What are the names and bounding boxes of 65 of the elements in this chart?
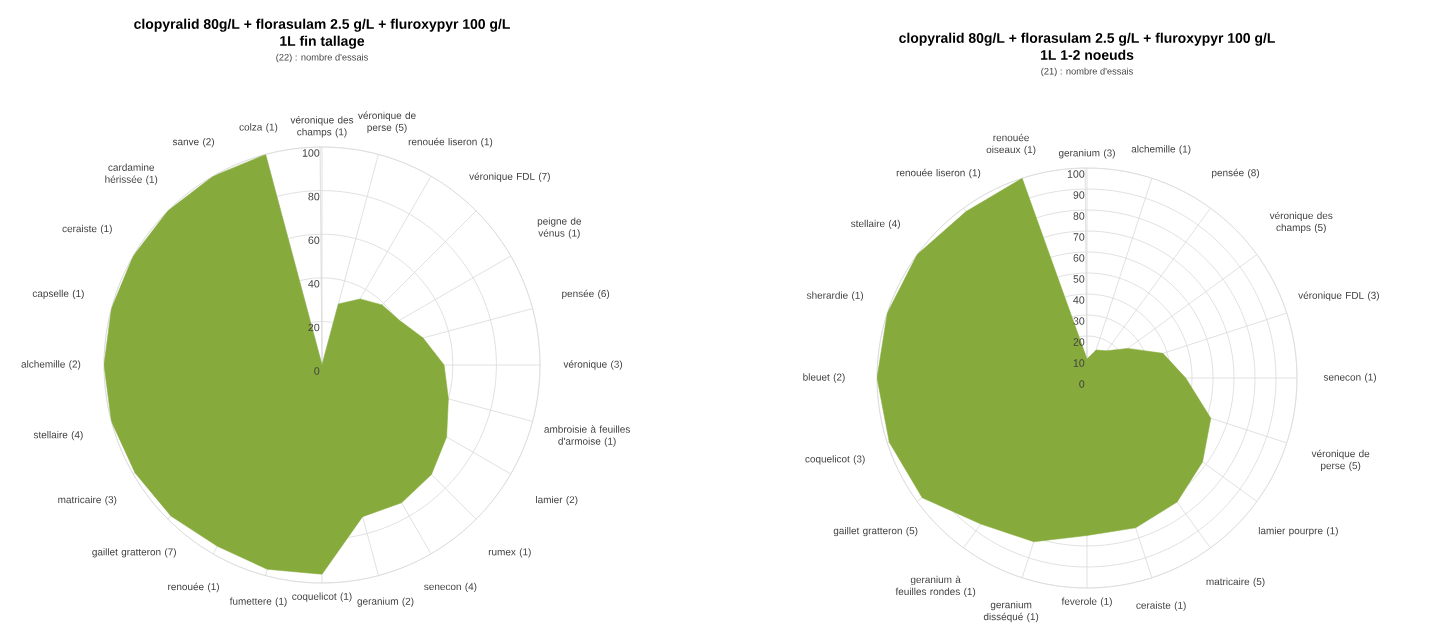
spoke-label: senecon (1) — [1323, 373, 1376, 383]
spoke-label: ambroisie à feuilles d'armoise (1) — [544, 425, 630, 447]
spoke-label: stellaire (4) — [33, 431, 83, 441]
y-tick-label: 40 — [308, 280, 320, 288]
chart-title: clopyralid 80g/L + florasulam 2.5 g/L + fluroxypyr 100 g/L — [134, 18, 510, 32]
spoke-label: alchemille (1) — [1131, 145, 1191, 155]
spoke-label: pensée (8) — [1212, 168, 1260, 179]
y-tick-label: 40 — [1073, 296, 1085, 304]
y-tick-label: 0 — [314, 367, 320, 375]
spoke-label: coquelicot (3) — [805, 455, 865, 465]
text: (22) : nombre d'essais — [276, 53, 368, 63]
spoke-label: véronique (3) — [563, 360, 623, 370]
spoke-label: cardamine hérissée (1) — [105, 163, 158, 185]
y-tick-label: 80 — [308, 192, 320, 201]
y-tick-label: 80 — [1073, 212, 1085, 220]
spoke-label: lamier pourpre (1) — [1258, 526, 1338, 537]
spoke-label: véronique FDL (7) — [469, 172, 550, 182]
spoke-label: peigne de vénus (1) — [537, 217, 582, 239]
spoke-label: capselle (1) — [32, 289, 84, 299]
spoke-label: fumettere (1) — [229, 597, 287, 607]
y-tick-label: 90 — [1073, 191, 1085, 199]
y-tick-label: 100 — [1067, 170, 1085, 178]
y-tick-label: 0 — [1079, 380, 1085, 388]
spoke-label: renouée oiseaux (1) — [986, 133, 1036, 156]
spoke-label: coquelicot (1) — [292, 592, 352, 602]
spoke-label: matricaire (5) — [1206, 577, 1265, 588]
spoke-label: gaillet gratteron (5) — [833, 526, 918, 537]
y-tick-label: 30 — [1073, 317, 1085, 325]
y-tick-label: 70 — [1073, 233, 1085, 241]
spoke-label: geranium (3) — [1058, 149, 1115, 159]
spoke-label: geranium disséqué (1) — [983, 600, 1039, 623]
spoke-label: lamier (2) — [536, 495, 578, 506]
y-tick-label: 100 — [302, 149, 320, 157]
spoke-label: renouée liseron (1) — [896, 168, 981, 179]
spoke-label: matricaire (3) — [58, 495, 117, 506]
spoke-label: ceraiste (1) — [1136, 601, 1186, 611]
y-tick-label: 10 — [1073, 359, 1085, 367]
spoke-label: rumex (1) — [488, 548, 531, 558]
text: (21) : nombre d'essais — [1041, 67, 1133, 77]
y-tick-label: 50 — [1073, 275, 1085, 283]
spoke-label: geranium (2) — [357, 597, 414, 607]
spoke-label: ceraiste (1) — [62, 224, 112, 235]
spoke-label: pensée (6) — [562, 289, 610, 300]
spoke-label: sherardie (1) — [806, 291, 864, 301]
spoke-label: renouée liseron (1) — [408, 137, 493, 148]
spoke-label: renouée (1) — [168, 582, 219, 593]
spoke-label: colza (1) — [239, 123, 278, 133]
y-tick-label: 60 — [1073, 254, 1085, 262]
spoke-label: alchemille (2) — [21, 360, 81, 370]
spoke-label: gaillet gratteron (7) — [92, 548, 176, 558]
y-tick-label: 60 — [308, 236, 320, 244]
spoke-label: geranium à feuilles rondes (1) — [895, 575, 976, 598]
chart-subtitle: 1L 1-2 noeuds — [1041, 49, 1134, 60]
spoke-label: feverole (1) — [1061, 597, 1112, 607]
spoke-label: véronique de perse (5) — [358, 111, 416, 133]
spoke-label: senecon (4) — [424, 582, 477, 593]
spoke-label: bleuet (2) — [803, 373, 845, 383]
chart-subtitle: 1L fin tallage — [280, 35, 365, 49]
spoke-label: véronique FDL (3) — [1298, 291, 1379, 301]
spoke-label: véronique des champs (1) — [290, 116, 354, 138]
spoke-label: sanve (2) — [172, 137, 215, 148]
spoke-label: stellaire (4) — [851, 219, 900, 230]
spoke-label: véronique de perse (5) — [1311, 449, 1370, 472]
chart-title: clopyralid 80g/L + florasulam 2.5 g/L + fluroxypyr 100 g/L — [899, 32, 1275, 46]
spoke-label: véronique des champs (5) — [1269, 211, 1333, 234]
